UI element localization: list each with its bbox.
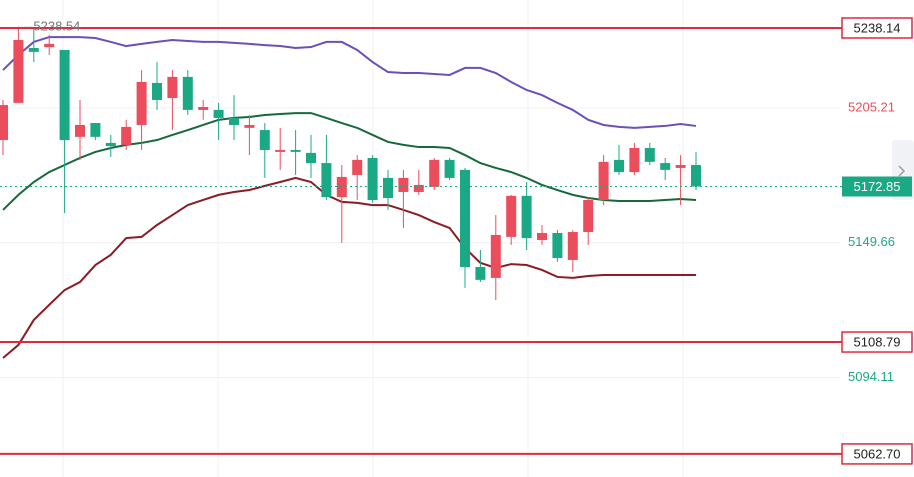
candle-body	[28, 47, 39, 52]
candle-body	[552, 233, 563, 259]
candle-body	[75, 124, 85, 137]
candle-body	[367, 157, 378, 200]
level-label: 5062.70	[854, 446, 901, 461]
candle-body	[229, 117, 239, 125]
candle-body	[537, 233, 547, 241]
candle-body	[244, 124, 255, 128]
side-panel-arrow	[898, 165, 906, 177]
level-label-box	[841, 331, 913, 353]
candle-body	[629, 148, 640, 173]
candle-body	[182, 76, 193, 110]
candle-body	[598, 161, 609, 200]
candle-body	[167, 76, 178, 99]
band-line	[2, 176, 696, 359]
y-tick-label: 5094.11	[848, 369, 894, 384]
candle-body	[475, 266, 486, 280]
y-tick-label: 5205.21	[848, 99, 895, 114]
high-marker-label: 5238.54	[33, 18, 80, 33]
last-price-label: 5172.85	[854, 179, 901, 194]
candle-body	[321, 163, 332, 198]
candle-body	[275, 149, 286, 152]
candle-body	[413, 184, 424, 192]
y-tick-label: 5149.66	[848, 234, 895, 249]
candle-body	[259, 130, 270, 150]
candle-body	[198, 106, 209, 110]
band-line	[2, 112, 697, 211]
candle-body	[290, 149, 301, 152]
candle-body	[383, 177, 393, 199]
candle-body	[444, 159, 455, 178]
candle-body	[306, 152, 316, 164]
candle-body	[583, 199, 594, 233]
candle-body	[13, 39, 24, 103]
candle-body	[136, 81, 147, 125]
candle-body	[521, 195, 532, 239]
candle-body	[460, 169, 470, 267]
candle-body	[121, 126, 132, 145]
candle-body	[614, 159, 624, 173]
last-price-box	[842, 176, 912, 197]
candle-body	[152, 82, 162, 100]
candle-body	[0, 105, 8, 141]
candle-body	[567, 232, 578, 260]
level-label: 5108.79	[854, 334, 901, 349]
candle-body	[675, 165, 686, 168]
candle-body	[90, 123, 101, 137]
candle-body	[490, 234, 501, 278]
level-label-box	[841, 443, 913, 465]
candle-body	[59, 49, 70, 141]
band-line	[2, 36, 697, 129]
candle-body	[398, 177, 409, 192]
candle-body	[691, 165, 701, 187]
candle-body	[352, 159, 363, 175]
candle-body	[660, 163, 671, 170]
candle-body	[644, 148, 655, 162]
candle-body	[44, 43, 55, 48]
level-label: 5238.14	[854, 20, 901, 35]
candle-body	[213, 109, 224, 118]
level-label-box	[841, 17, 913, 39]
candle-body	[429, 159, 440, 187]
candle-body	[105, 142, 116, 147]
candle-body	[506, 195, 517, 237]
